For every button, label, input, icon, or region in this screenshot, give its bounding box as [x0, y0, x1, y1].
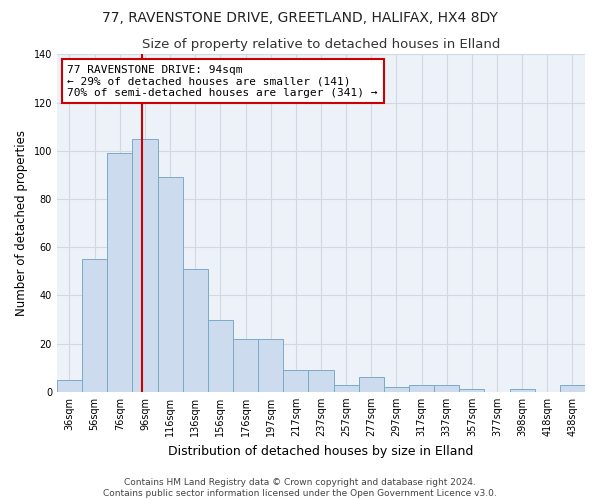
Bar [359, 378, 384, 392]
Bar [459, 390, 484, 392]
X-axis label: Distribution of detached houses by size in Elland: Distribution of detached houses by size … [168, 444, 473, 458]
Bar [258, 339, 283, 392]
Bar [308, 370, 334, 392]
Y-axis label: Number of detached properties: Number of detached properties [15, 130, 28, 316]
Bar [82, 260, 107, 392]
Bar [208, 320, 233, 392]
Bar [158, 178, 182, 392]
Text: Contains HM Land Registry data © Crown copyright and database right 2024.
Contai: Contains HM Land Registry data © Crown c… [103, 478, 497, 498]
Bar [283, 370, 308, 392]
Bar [107, 153, 133, 392]
Bar [409, 384, 434, 392]
Title: Size of property relative to detached houses in Elland: Size of property relative to detached ho… [142, 38, 500, 51]
Bar [334, 384, 359, 392]
Bar [560, 384, 585, 392]
Bar [509, 390, 535, 392]
Bar [57, 380, 82, 392]
Bar [384, 387, 409, 392]
Bar [182, 269, 208, 392]
Bar [133, 139, 158, 392]
Bar [233, 339, 258, 392]
Text: 77, RAVENSTONE DRIVE, GREETLAND, HALIFAX, HX4 8DY: 77, RAVENSTONE DRIVE, GREETLAND, HALIFAX… [102, 11, 498, 25]
Bar [434, 384, 459, 392]
Text: 77 RAVENSTONE DRIVE: 94sqm
← 29% of detached houses are smaller (141)
70% of sem: 77 RAVENSTONE DRIVE: 94sqm ← 29% of deta… [67, 64, 378, 98]
